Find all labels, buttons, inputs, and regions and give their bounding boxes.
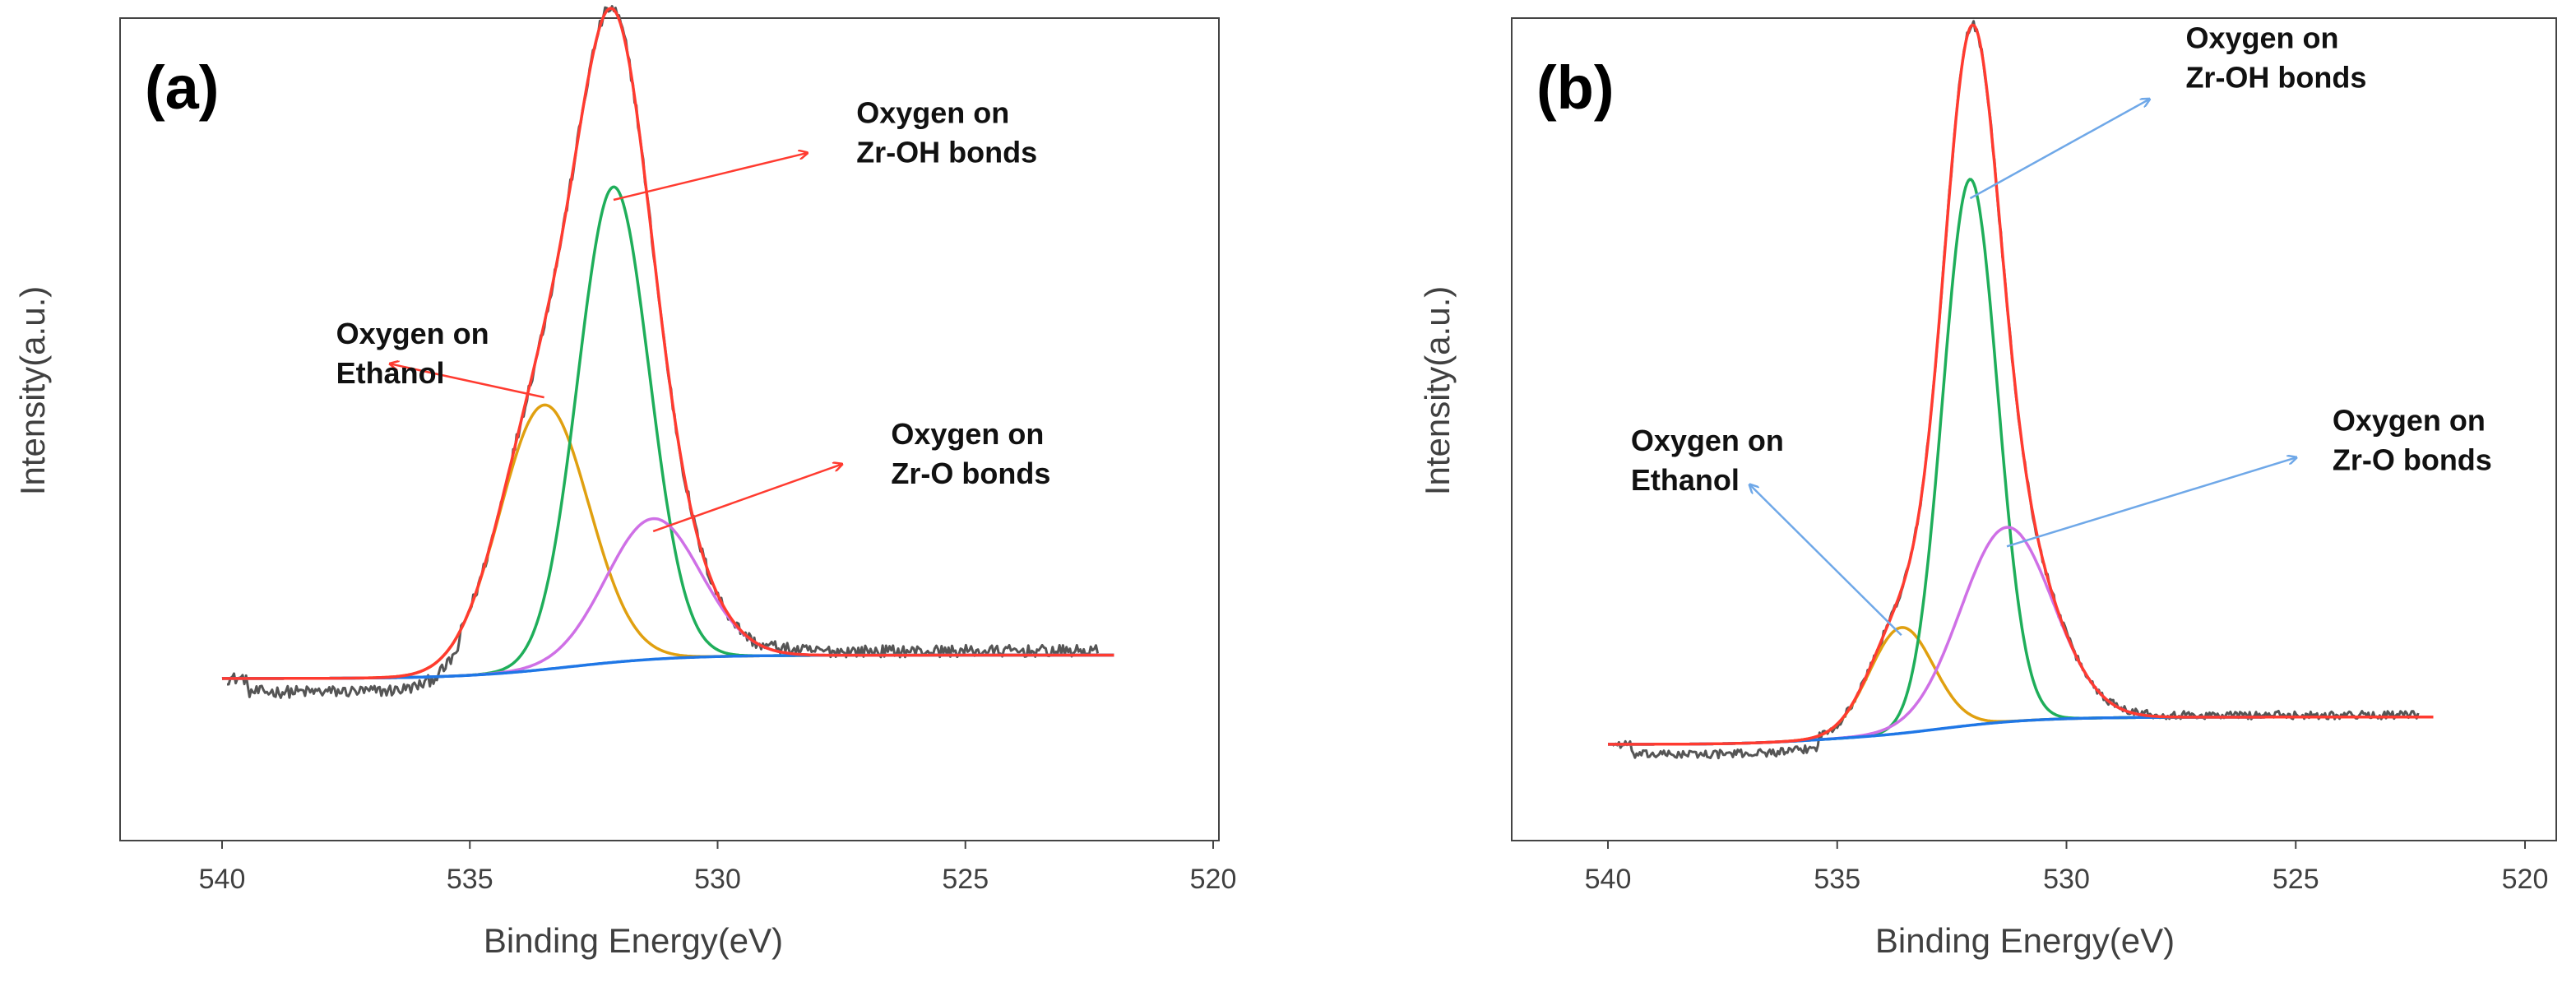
annotation-line: Zr-OH bonds [856,135,1037,169]
x-tick-label: 525 [2273,864,2319,895]
x-tick-label: 530 [2043,864,2090,895]
x-tick-label: 540 [1585,864,1632,895]
x-axis-label: Binding Energy(eV) [484,921,783,960]
chart-panel-a: (a) Binding Energy(eV) Intensity(a.u.) 5… [13,5,1237,960]
annotation-label: Oxygen on Zr-OH bonds [2185,21,2366,95]
annotation-line: Zr-O bonds [2333,443,2492,476]
annotation-line: Ethanol [336,356,445,390]
annotation-line: Oxygen on [2185,21,2338,55]
annotation-arrow [1750,485,1902,637]
annotation-arrow [652,465,841,533]
annotation-label: Oxygen on Ethanol [1631,424,1784,497]
annotation-line: Oxygen on [856,95,1009,129]
annotation-label: Oxygen on Zr-OH bonds [856,95,1037,169]
x-ticks: 540 535 530 525 520 [1585,841,2549,895]
plot-frame [119,17,1220,841]
series-group [1608,20,2434,760]
total-fit-line [221,7,1114,680]
panel-label: (a) [145,53,219,122]
annotation-line: Oxygen on [336,317,489,350]
annotation-label: Oxygen on Zr-O bonds [2333,403,2492,476]
annotation-line: Zr-O bonds [891,456,1050,490]
x-tick-label: 525 [942,864,989,895]
component-peak-line-1 [1608,626,2434,746]
x-tick-label: 520 [2502,864,2549,895]
plot-frame [1511,17,2557,841]
annotation-line: Oxygen on [891,417,1044,451]
x-tick-label: 535 [1814,864,1860,895]
annotation-label: Oxygen on Zr-O bonds [891,417,1050,490]
x-axis-label: Binding Energy(eV) [1875,921,2175,960]
component-peak-line-2 [1608,178,2434,746]
annotation-arrow [2006,457,2296,548]
x-tick-label: 530 [694,864,741,895]
annotation-arrow [1969,100,2148,200]
series-group [221,5,1114,699]
annotation-line: Ethanol [1631,463,1740,497]
annotation-arrow [613,153,807,202]
background-line [221,653,1114,680]
annotation-line: Oxygen on [2333,403,2486,437]
panel-label: (b) [1536,53,1615,122]
background-line [1608,716,2434,746]
x-tick-label: 520 [1190,864,1237,895]
annotation-label: Oxygen on Ethanol [336,317,489,390]
annotation-line: Oxygen on [1631,424,1784,457]
total-fit-line [1608,23,2434,746]
chart-panel-b: (b) Binding Energy(eV) Intensity(a.u.) 5… [1418,17,2557,960]
annotation-line: Zr-OH bonds [2185,61,2366,95]
x-tick-label: 540 [199,864,246,895]
annotation-arrow [391,364,544,399]
y-axis-label: Intensity(a.u.) [1418,286,1457,495]
x-ticks: 540 535 530 525 520 [199,841,1237,895]
y-axis-label: Intensity(a.u.) [13,286,52,495]
x-tick-label: 535 [447,864,493,895]
